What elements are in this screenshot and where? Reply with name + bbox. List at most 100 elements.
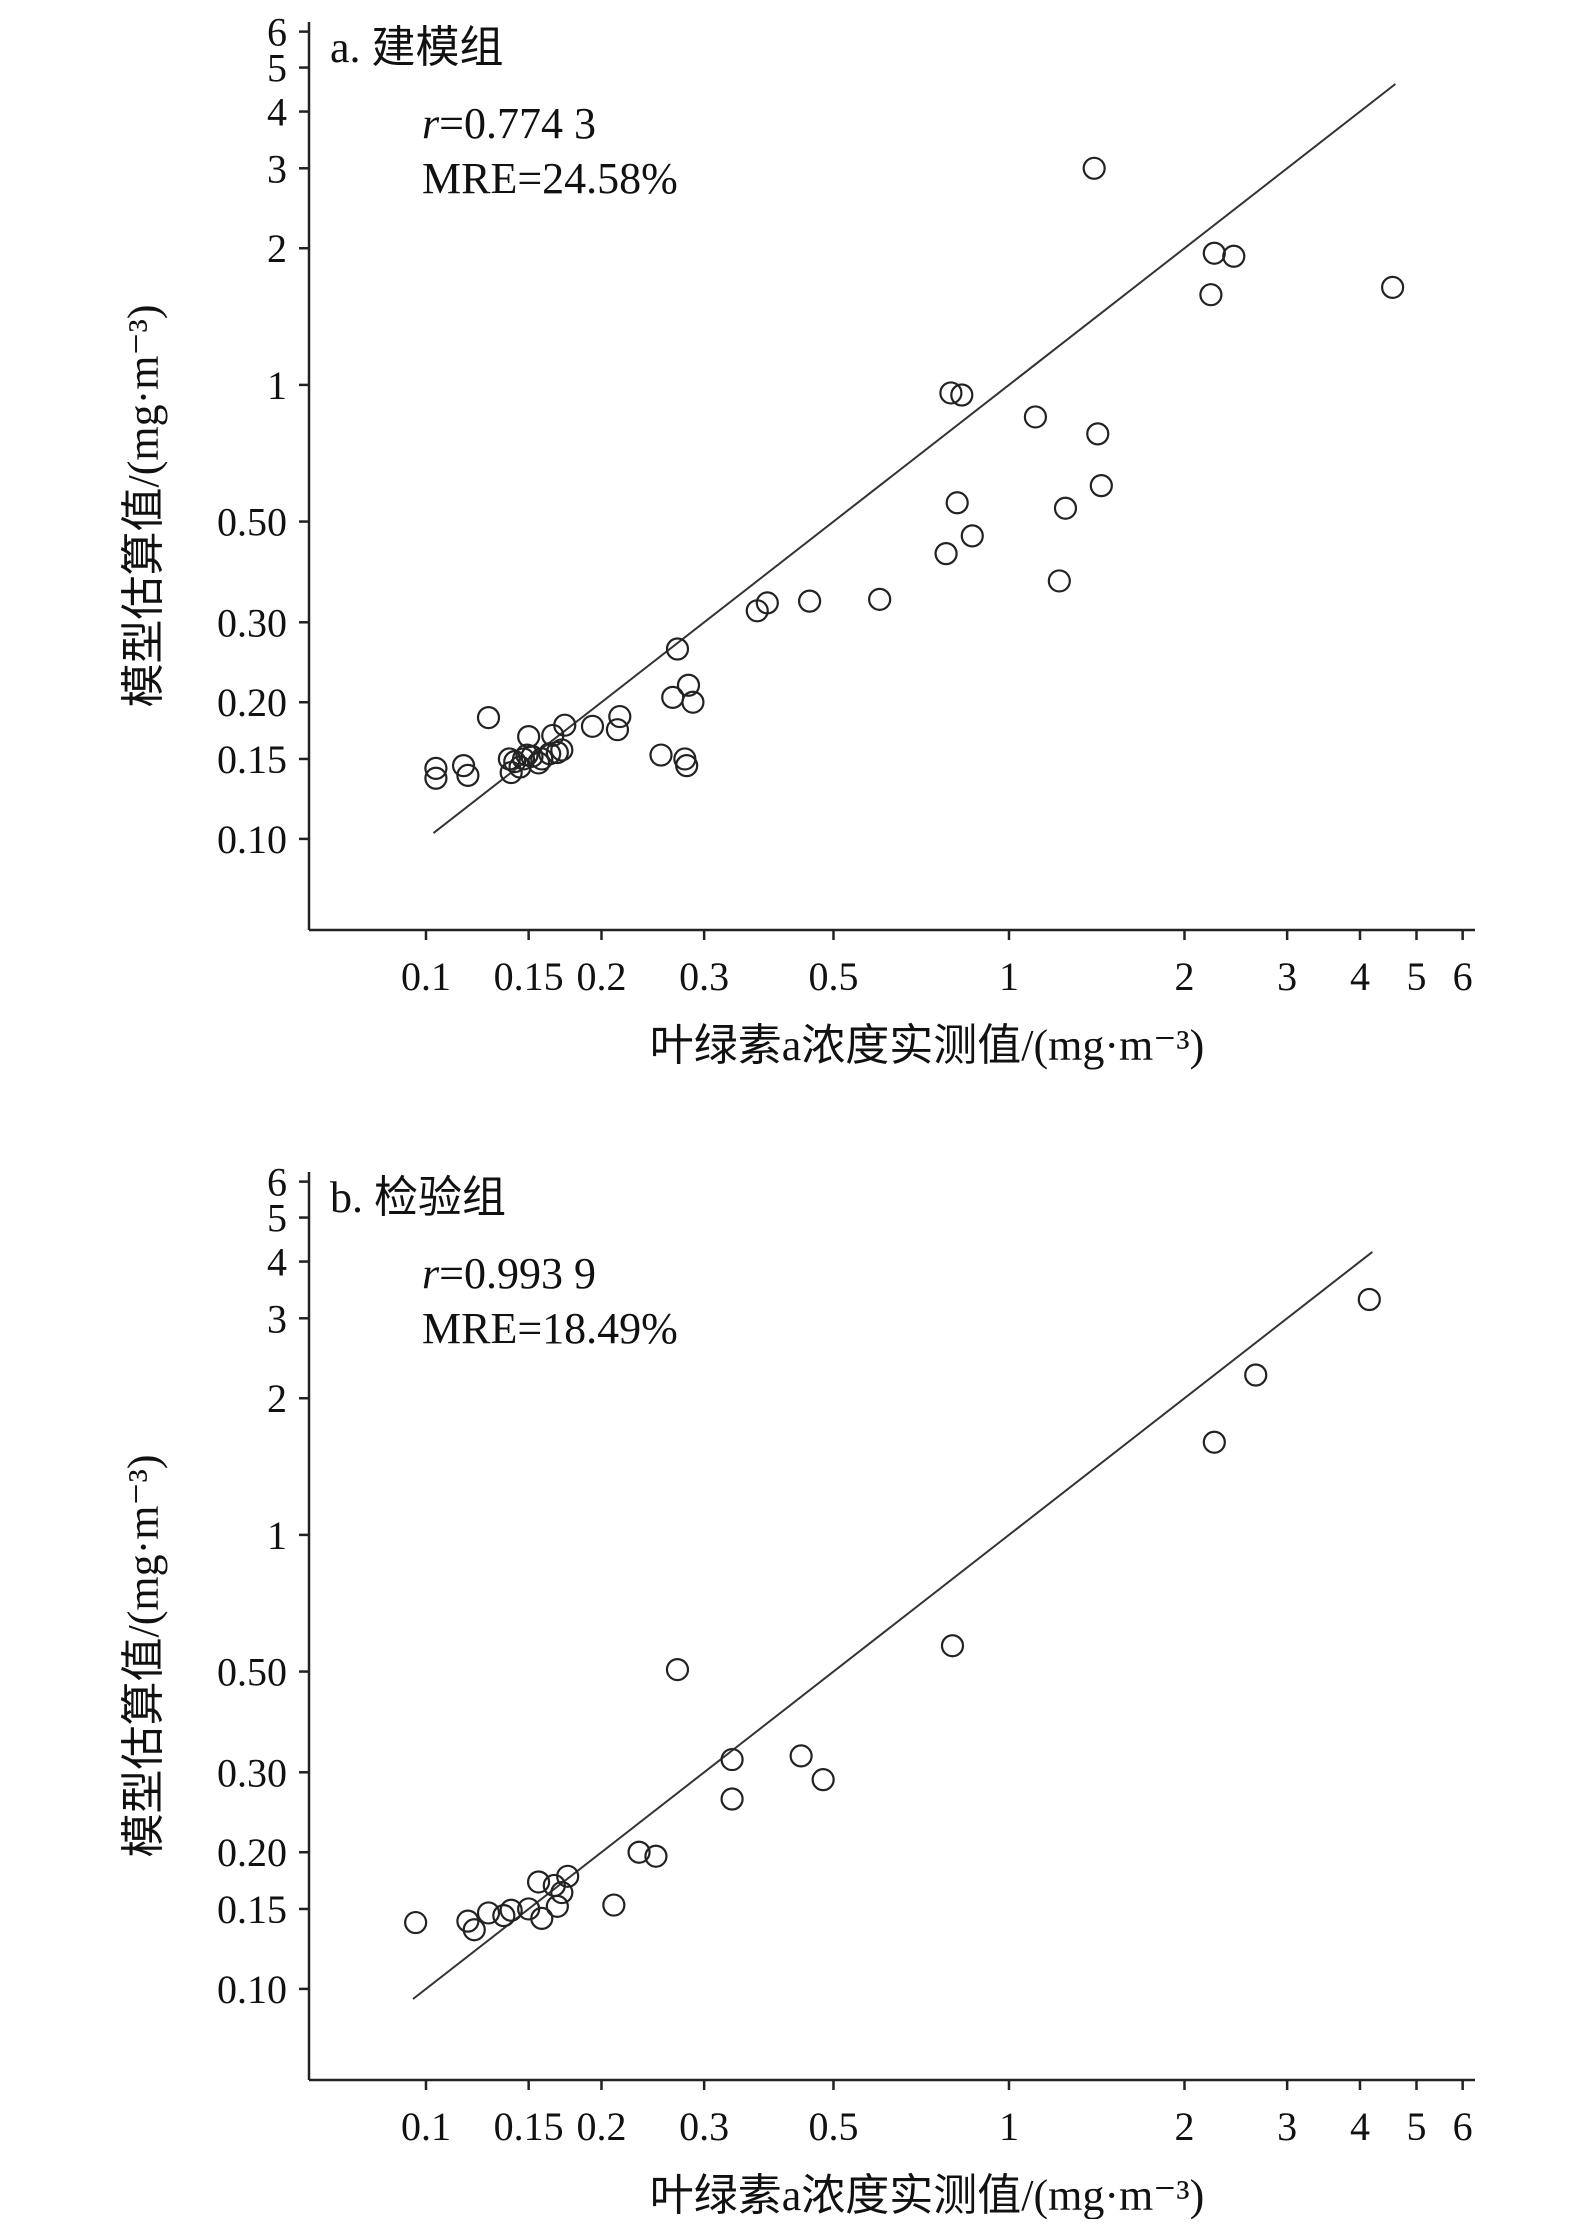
x-tick-label: 0.1 — [401, 2104, 451, 2149]
stat-r: r=0.993 9 — [422, 1249, 596, 1298]
x-tick-label: 5 — [1406, 2104, 1426, 2149]
data-point — [1381, 275, 1405, 299]
data-point — [755, 591, 779, 615]
x-tick-label: 6 — [1453, 2104, 1473, 2149]
stat-r-symbol: r — [422, 1249, 440, 1298]
y-tick-label: 3 — [267, 146, 287, 191]
data-point — [503, 750, 527, 774]
y-tick-label: 0.10 — [217, 1967, 287, 2012]
y-tick-label: 3 — [267, 1296, 287, 1341]
data-point — [538, 742, 562, 766]
x-tick-label: 0.2 — [576, 954, 626, 999]
y-tick-label: 0.15 — [217, 737, 287, 782]
data-point — [424, 766, 448, 790]
stat-r-value: =0.774 3 — [439, 99, 596, 148]
y-tick-label: 1 — [267, 363, 287, 408]
x-tick-label: 3 — [1277, 2104, 1297, 2149]
data-point — [627, 1840, 651, 1864]
data-point — [945, 491, 969, 515]
x-tick-label: 0.1 — [401, 954, 451, 999]
data-point — [545, 1894, 569, 1918]
data-point — [1089, 474, 1113, 498]
data-point — [499, 1898, 523, 1922]
y-tick-label: 0.10 — [217, 817, 287, 862]
stat-r-symbol: r — [422, 99, 440, 148]
fit-line — [432, 83, 1396, 834]
x-tick-label: 2 — [1174, 2104, 1194, 2149]
data-point — [934, 542, 958, 566]
y-tick-label: 0.20 — [217, 680, 287, 725]
data-point — [1357, 1287, 1381, 1312]
data-point — [665, 637, 690, 661]
data-point — [649, 743, 673, 767]
data-point — [1047, 569, 1071, 593]
stat-r-value: =0.993 9 — [439, 1249, 596, 1298]
x-tick-label: 0.2 — [576, 2104, 626, 2149]
y-tick-label: 5 — [267, 1196, 287, 1241]
stat-mre: MRE=24.58% — [422, 154, 678, 203]
data-point — [1222, 244, 1246, 268]
panel-title: b. 检验组 — [330, 1173, 506, 1222]
y-axis-title: 模型估算值/(mg·m⁻³) — [119, 1454, 168, 1857]
x-tick-label: 0.5 — [808, 2104, 858, 2149]
data-point — [520, 744, 544, 768]
y-tick-label: 0.50 — [217, 1650, 287, 1695]
x-tick-label: 1 — [999, 2104, 1019, 2149]
data-point — [1086, 422, 1110, 446]
y-tick-label: 4 — [267, 1240, 287, 1285]
y-tick-label: 0.30 — [217, 1750, 287, 1795]
x-tick-label: 4 — [1350, 954, 1370, 999]
x-tick-label: 0.3 — [679, 2104, 729, 2149]
data-point — [789, 1744, 813, 1768]
x-tick-label: 2 — [1174, 954, 1194, 999]
data-point — [1244, 1363, 1268, 1387]
x-tick-label: 0.15 — [494, 2104, 564, 2149]
data-point — [605, 718, 630, 742]
y-tick-label: 4 — [267, 90, 287, 135]
y-tick-label: 2 — [267, 1376, 287, 1421]
y-tick-label: 6 — [267, 10, 287, 55]
data-point — [665, 1658, 690, 1682]
data-point — [550, 1880, 574, 1905]
data-point — [960, 524, 984, 548]
data-point — [950, 383, 974, 407]
y-tick-label: 0.50 — [217, 500, 287, 545]
data-point — [720, 1747, 744, 1772]
data-point — [676, 673, 701, 697]
data-point — [492, 1904, 516, 1928]
fit-line — [412, 1251, 1373, 2000]
data-point — [608, 704, 632, 729]
x-tick-label: 1 — [999, 954, 1019, 999]
data-point — [1053, 496, 1078, 520]
data-point — [868, 587, 892, 611]
y-tick-label: 0.30 — [217, 600, 287, 645]
data-point — [526, 1870, 551, 1894]
data-point — [556, 1864, 580, 1888]
x-tick-label: 0.3 — [679, 954, 729, 999]
x-tick-label: 4 — [1350, 2104, 1370, 2149]
data-point — [1199, 283, 1223, 307]
data-point — [798, 589, 822, 613]
x-tick-label: 5 — [1406, 954, 1426, 999]
x-tick-label: 0.15 — [494, 954, 564, 999]
y-tick-label: 0.15 — [217, 1887, 287, 1932]
data-point — [550, 738, 574, 762]
stat-r: r=0.774 3 — [422, 99, 596, 148]
data-point — [1202, 241, 1226, 265]
x-tick-label: 3 — [1277, 954, 1297, 999]
y-tick-label: 6 — [267, 1160, 287, 1205]
data-point — [1082, 156, 1106, 180]
x-axis-title: 叶绿素a浓度实测值/(mg·m⁻³) — [650, 1021, 1205, 1070]
x-tick-label: 0.5 — [808, 954, 858, 999]
data-point — [939, 381, 963, 405]
data-point — [404, 1910, 428, 1935]
data-point — [675, 754, 699, 778]
y-tick-label: 5 — [267, 46, 287, 91]
data-point — [545, 740, 569, 765]
y-tick-label: 2 — [267, 226, 287, 271]
y-tick-label: 1 — [267, 1513, 287, 1558]
